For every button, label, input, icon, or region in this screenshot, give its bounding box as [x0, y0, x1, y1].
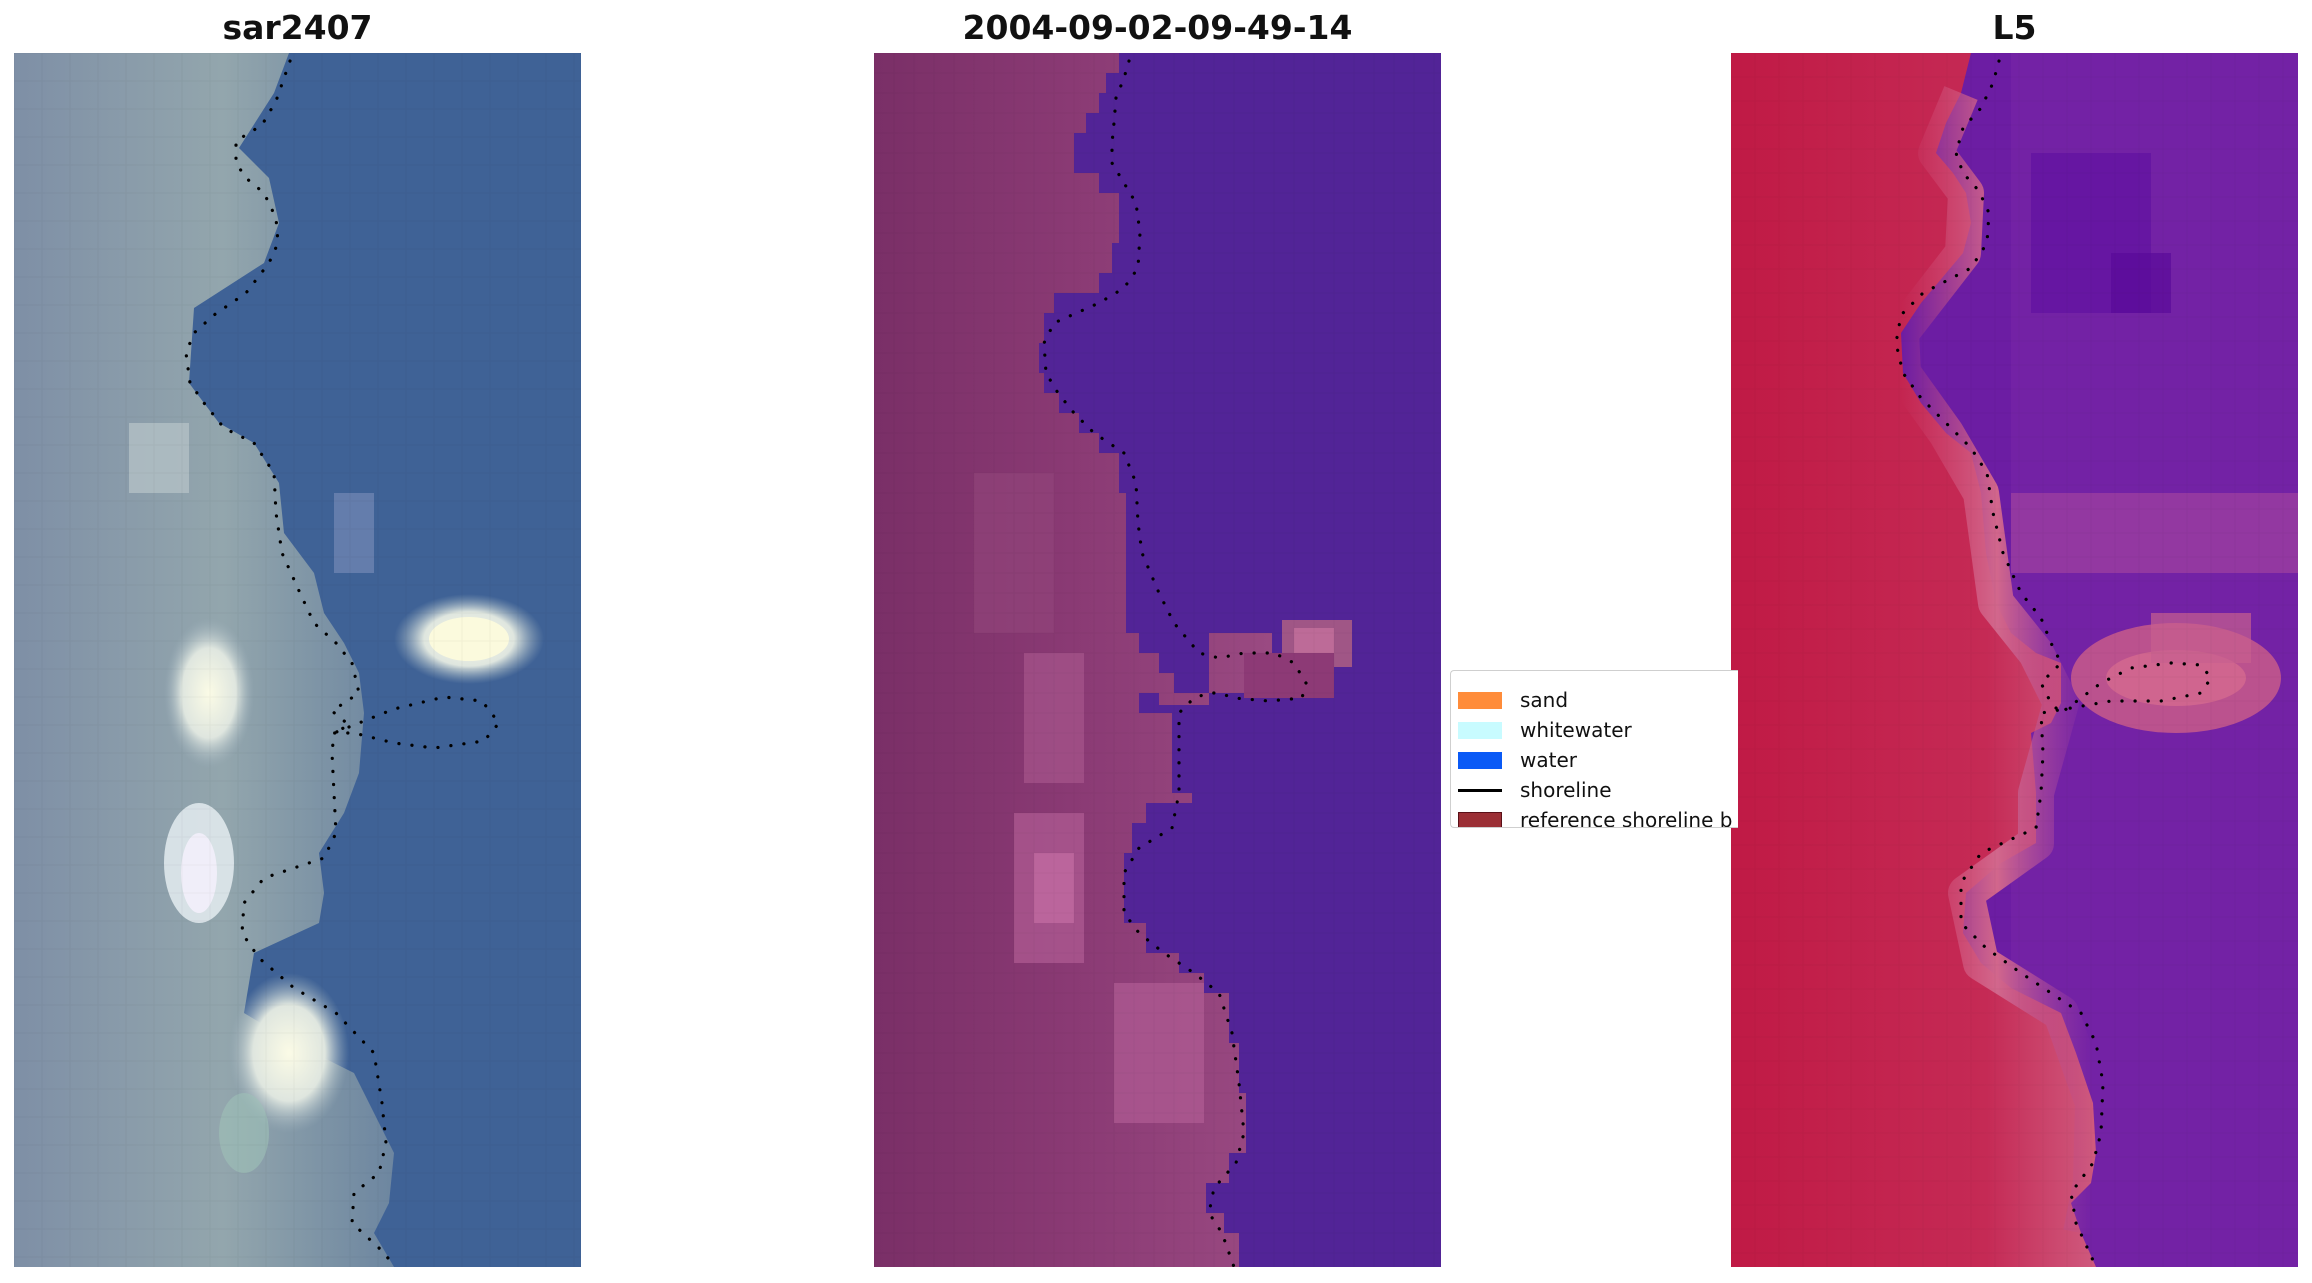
- legend-item-shoreline: shoreline: [1458, 775, 1612, 805]
- shoreline-line-icon: [1458, 788, 1502, 792]
- legend-label-shoreline: shoreline: [1520, 778, 1612, 802]
- legend-item-reference-shoreline: reference shoreline b: [1458, 805, 1733, 828]
- sand-swatch: [1458, 691, 1502, 709]
- rgb-satellite-image: [14, 53, 581, 1267]
- panel-title-classified: 2004-09-02-09-49-14: [962, 8, 1353, 47]
- panel-title-index: L5: [1992, 8, 2037, 47]
- reference-shoreline-swatch: [1458, 811, 1502, 827]
- shoreline-rgb: [184, 59, 502, 1267]
- water-swatch: [1458, 751, 1502, 769]
- legend-item-sand: sand: [1458, 685, 1568, 715]
- classified-image: [874, 53, 1441, 1267]
- legend-label-reference-shoreline: reference shoreline b: [1520, 808, 1733, 828]
- classified-image-panel[interactable]: [874, 53, 1441, 1267]
- panel-title-rgb: sar2407: [222, 8, 373, 47]
- rgb-image-panel[interactable]: [14, 53, 581, 1267]
- legend-item-water: water: [1458, 745, 1577, 775]
- index-image-panel[interactable]: [1731, 53, 2298, 1267]
- legend-label-whitewater: whitewater: [1520, 718, 1632, 742]
- water-index-image: [1731, 53, 2298, 1267]
- legend: sand whitewater water shoreline referenc…: [1450, 670, 1738, 828]
- shoreline-index: [1894, 59, 2213, 1267]
- legend-label-water: water: [1520, 748, 1577, 772]
- whitewater-swatch: [1458, 721, 1502, 739]
- legend-item-whitewater: whitewater: [1458, 715, 1632, 745]
- legend-label-sand: sand: [1520, 688, 1569, 712]
